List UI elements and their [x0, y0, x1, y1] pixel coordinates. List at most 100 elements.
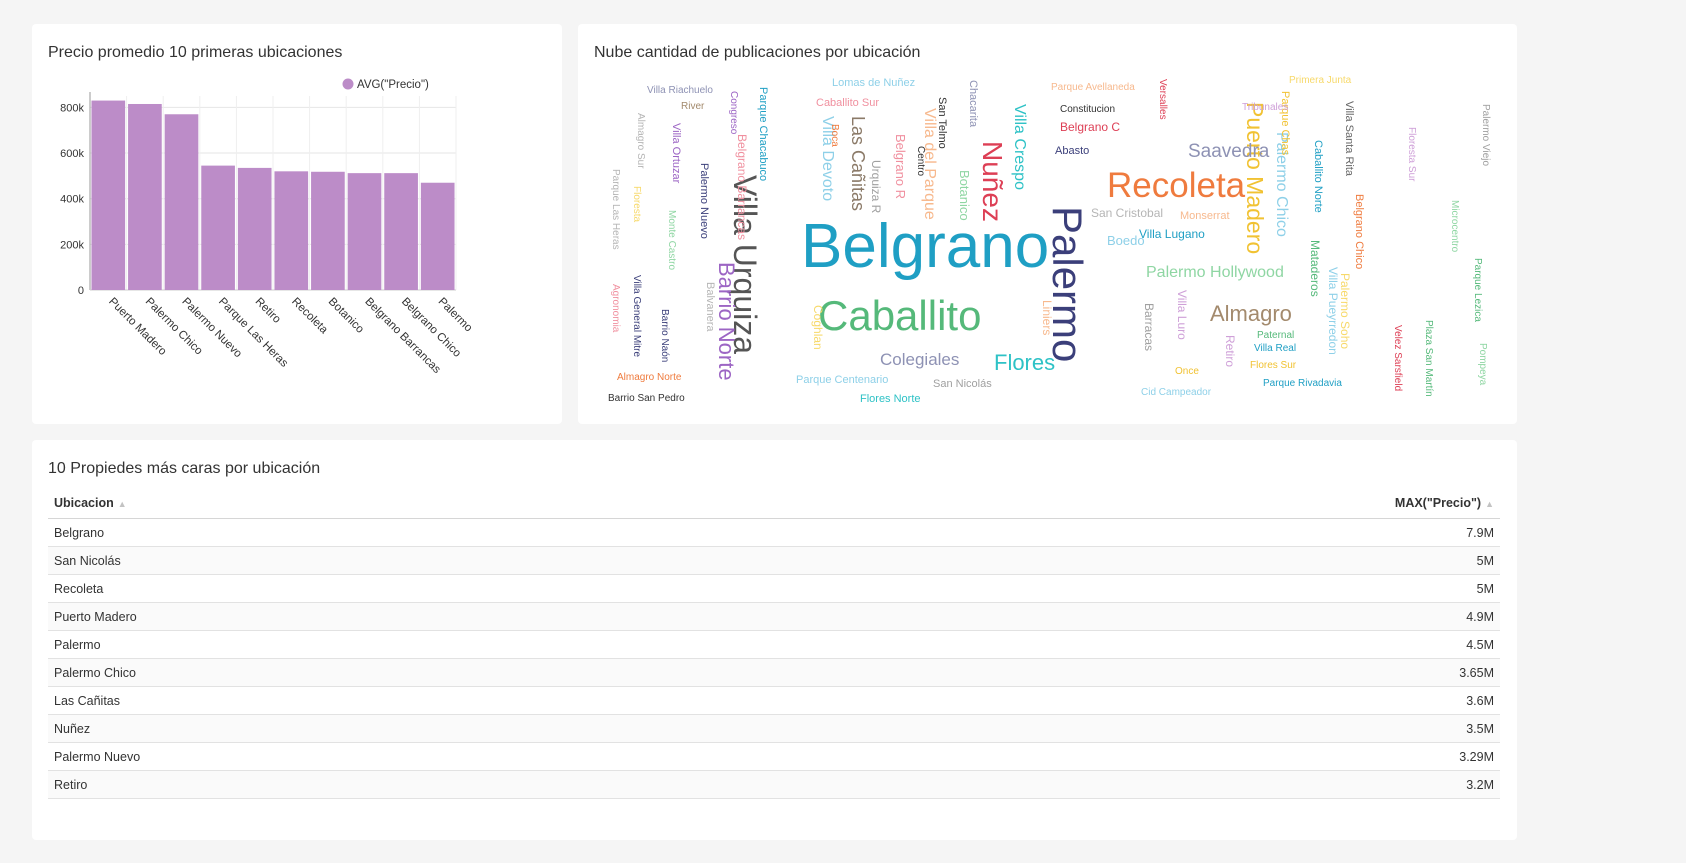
bar-chart-card: Precio promedio 10 primeras ubicaciones … — [32, 24, 562, 424]
cloud-word: Nuñez — [977, 141, 1008, 222]
cloud-word: Puerto Madero — [1242, 102, 1268, 254]
cell-max-precio: 7.9M — [694, 518, 1500, 547]
cell-ubicacion: Palermo Nuevo — [48, 742, 694, 771]
cloud-word: Caballito — [818, 292, 981, 339]
cloud-word: Retiro — [1223, 335, 1237, 367]
cloud-word: Barrio Naón — [659, 309, 670, 362]
bar — [274, 171, 309, 290]
cloud-word: Paternal — [1257, 330, 1294, 341]
cloud-word: Balvanera — [704, 282, 716, 332]
value-text: 3.65M — [1459, 665, 1494, 680]
cloud-word: Flores Sur — [1250, 360, 1297, 371]
bar — [201, 165, 235, 290]
cell-max-precio: 3.65M — [694, 658, 1500, 687]
table-row: Palermo 4.5M — [48, 630, 1500, 659]
sort-icon[interactable]: ▲︎ — [117, 499, 127, 509]
cloud-word: Caballito Norte — [1312, 140, 1324, 213]
bar — [384, 173, 418, 290]
cloud-word: San Nicolás — [933, 378, 992, 390]
word-cloud-card: Nube cantidad de publicaciones por ubica… — [578, 24, 1517, 424]
x-tick-label: Retiro — [253, 296, 283, 326]
cloud-word: Coghlan — [811, 305, 825, 350]
cloud-word: Liniers — [1040, 300, 1054, 335]
cloud-word: Caballito Sur — [816, 97, 879, 109]
cloud-word: Abasto — [1055, 145, 1089, 157]
bar — [237, 167, 272, 290]
cloud-word: Parque Centenario — [796, 374, 888, 386]
cloud-word: Belgrano C — [1060, 120, 1120, 134]
price-table: Ubicacion ▲︎ MAX("Precio") ▲︎ Belgrano 7.9M… — [48, 488, 1500, 799]
cloud-word: Almagro — [1210, 301, 1292, 326]
bar — [347, 173, 382, 290]
table-row: Las Cañitas 3.6M — [48, 686, 1500, 715]
cloud-word: Saavedra — [1188, 141, 1270, 162]
x-tick-label: Recoleta — [289, 296, 330, 337]
value-text: 4.5M — [1466, 637, 1494, 652]
cloud-word: Velez Sarsfield — [1392, 325, 1403, 391]
cell-max-precio: 4.9M — [694, 602, 1500, 631]
cloud-word: Belgrano Barrancas — [735, 134, 749, 240]
cloud-word: Floresta Sur — [1406, 127, 1417, 182]
cloud-word: Palermo Hollywood — [1146, 264, 1284, 281]
cloud-word: Palermo Soho — [1338, 273, 1352, 349]
cell-ubicacion: Palermo — [48, 630, 694, 659]
cloud-word: Monserrat — [1180, 210, 1230, 222]
cell-ubicacion: San Nicolás — [48, 546, 694, 575]
cell-max-precio: 3.6M — [694, 686, 1500, 715]
cell-ubicacion: Retiro — [48, 770, 694, 799]
table-row: San Nicolás 5M — [48, 546, 1500, 575]
cloud-word: Villa Ortuzar — [670, 123, 682, 184]
bar — [420, 182, 455, 290]
table-row: Nuñez 3.5M — [48, 714, 1500, 743]
value-text: 3.2M — [1466, 777, 1494, 792]
cloud-word: Floresta — [631, 186, 642, 223]
cell-max-precio: 5M — [694, 574, 1500, 603]
table-row: Belgrano 7.9M — [48, 518, 1500, 547]
sort-icon[interactable]: ▲︎ — [1485, 499, 1494, 509]
legend-marker — [342, 78, 354, 90]
cell-ubicacion: Puerto Madero — [48, 602, 694, 631]
cloud-word: Flores — [994, 350, 1055, 375]
cloud-word: Monte Castro — [666, 210, 677, 270]
y-tick-label: 0 — [78, 285, 84, 297]
cloud-word: Versalles — [1157, 79, 1168, 120]
column-header-ubicacion[interactable]: Ubicacion ▲︎ — [48, 488, 694, 519]
cloud-word: Belgrano Chico — [1353, 194, 1365, 269]
value-text: 3.29M — [1459, 749, 1494, 764]
word-cloud-title: Nube cantidad de publicaciones por ubica… — [594, 44, 921, 61]
table-row: Recoleta 5M — [48, 574, 1500, 603]
value-text: 5M — [1476, 581, 1494, 596]
cloud-word: Villa Santa Rita — [1343, 101, 1355, 177]
cloud-word: Once — [1175, 366, 1199, 377]
cloud-word: Villa Urquiza — [727, 175, 763, 354]
cloud-word: Boedo — [1107, 233, 1145, 248]
cloud-word: Urquiza R — [869, 160, 883, 214]
table-card: 10 Propiedes más caras por ubicación Ubi… — [32, 440, 1517, 840]
cloud-word: Barrio San Pedro — [608, 393, 685, 404]
cloud-word: Flores Norte — [860, 393, 921, 405]
cloud-word: Constitucion — [1060, 104, 1115, 115]
cell-ubicacion: Palermo Chico — [48, 658, 694, 687]
table-header-row: Ubicacion ▲︎ MAX("Precio") ▲︎ — [48, 488, 1500, 519]
cell-max-precio: 3.2M — [694, 770, 1500, 799]
cloud-word: Villa General Mitre — [631, 275, 642, 358]
bar-chart-title: Precio promedio 10 primeras ubicaciones — [48, 44, 343, 61]
value-text: 3.6M — [1466, 693, 1494, 708]
cloud-word: Villa Luro — [1175, 290, 1189, 340]
cloud-word: Pompeya — [1477, 343, 1488, 386]
cloud-word: Parque Las Heras — [610, 169, 621, 250]
table-title: 10 Propiedes más caras por ubicación — [48, 460, 321, 477]
cloud-word: Primera Junta — [1289, 75, 1352, 86]
column-header-max-precio[interactable]: MAX("Precio") ▲︎ — [694, 488, 1500, 519]
bar — [164, 114, 199, 291]
cloud-word: Parque Chacabuco — [757, 87, 769, 181]
cell-ubicacion: Nuñez — [48, 714, 694, 743]
value-text: 3.5M — [1466, 721, 1494, 736]
cell-ubicacion: Recoleta — [48, 574, 694, 603]
cloud-word: Mataderos — [1308, 240, 1322, 297]
cloud-word: Parque Chas — [1279, 91, 1291, 156]
cloud-word: Lomas de Nuñez — [832, 77, 915, 89]
legend-label: AVG("Precio") — [357, 79, 429, 91]
